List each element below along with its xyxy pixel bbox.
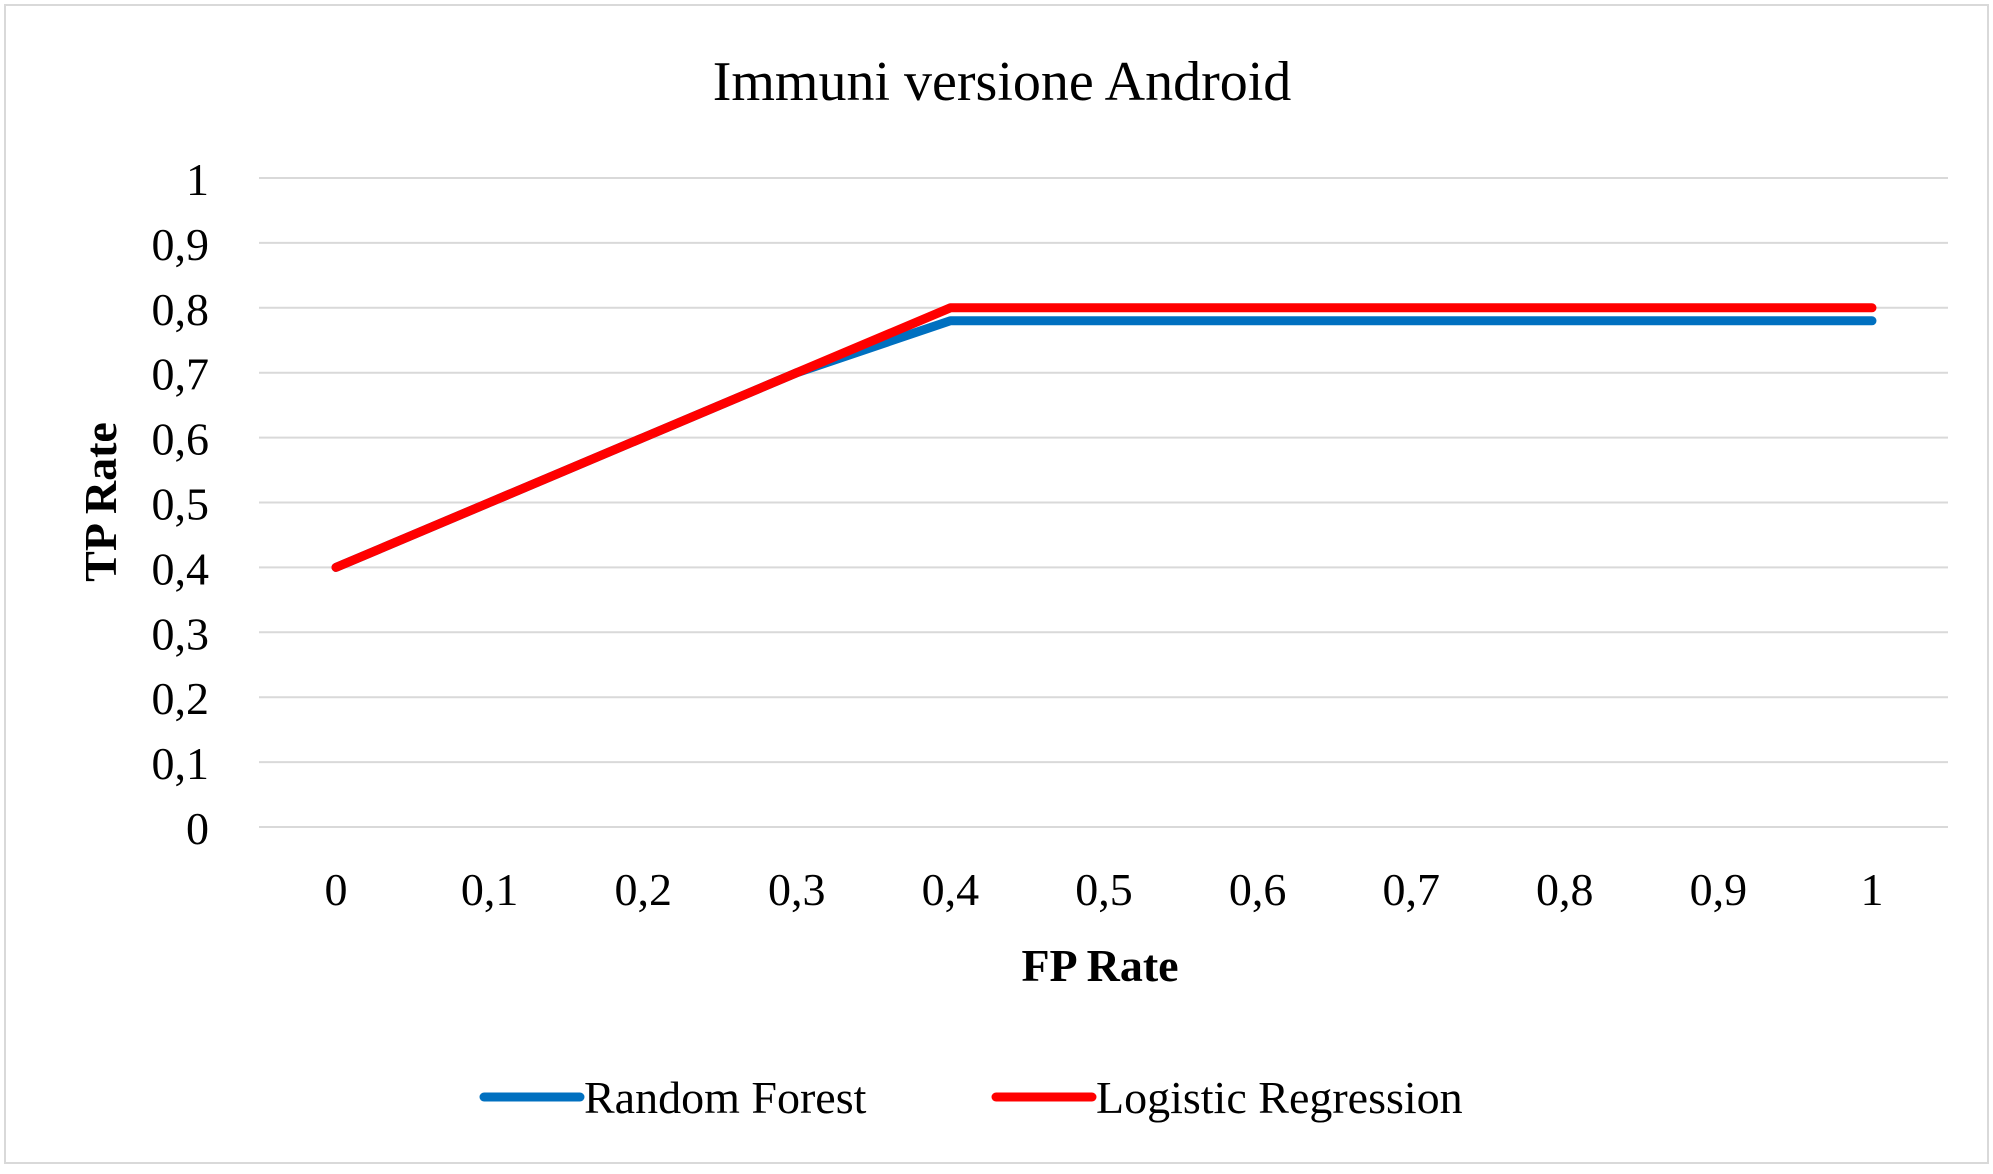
series-lines <box>331 303 1877 572</box>
y-tick-label: 0,4 <box>152 543 210 594</box>
y-tick-label: 0,1 <box>152 738 210 789</box>
y-tick-label: 0,8 <box>152 284 210 335</box>
x-tick-label: 0,5 <box>1075 864 1133 915</box>
x-tick-label: 0,3 <box>768 864 826 915</box>
legend: Random Forest Logistic Regression <box>479 1072 1463 1123</box>
y-tick-label: 0,7 <box>152 349 210 400</box>
x-tick-label: 0,1 <box>461 864 519 915</box>
chart-frame: Immuni versione Android 0 0,1 0,2 0,3 0,4 0,5… <box>4 4 1989 1164</box>
gridlines <box>259 177 1948 828</box>
y-tick-label: 0,3 <box>152 608 210 659</box>
x-tick-label: 1 <box>1861 864 1884 915</box>
roc-line-chart: Immuni versione Android 0 0,1 0,2 0,3 0,4 0,5… <box>75 51 1948 1123</box>
x-tick-label: 0,2 <box>614 864 672 915</box>
x-tick-label: 0,8 <box>1536 864 1594 915</box>
y-tick-label: 0,5 <box>152 479 210 530</box>
legend-label-0: Random Forest <box>584 1072 867 1123</box>
y-axis-label: TP Rate <box>75 422 126 582</box>
x-axis-ticks: 0 0,1 0,2 0,3 0,4 0,5 0,6 0,7 0,8 0,9 1 <box>325 864 1884 915</box>
x-tick-label: 0,9 <box>1690 864 1748 915</box>
y-tick-label: 0 <box>186 803 209 854</box>
y-tick-label: 0,6 <box>152 414 210 465</box>
y-tick-label: 0,2 <box>152 673 210 724</box>
series-line-0 <box>331 316 1877 572</box>
y-axis-ticks: 0 0,1 0,2 0,3 0,4 0,5 0,6 0,7 0,8 0,9 1 <box>152 154 210 854</box>
y-tick-label: 1 <box>186 154 209 205</box>
x-axis-label: FP Rate <box>1021 940 1178 991</box>
chart-title: Immuni versione Android <box>713 51 1292 113</box>
x-tick-label: 0,4 <box>922 864 980 915</box>
legend-label-1: Logistic Regression <box>1096 1072 1463 1123</box>
x-tick-label: 0 <box>325 864 348 915</box>
x-tick-label: 0,6 <box>1229 864 1287 915</box>
x-tick-label: 0,7 <box>1382 864 1440 915</box>
series-line-1 <box>331 303 1877 572</box>
y-tick-label: 0,9 <box>152 219 210 270</box>
